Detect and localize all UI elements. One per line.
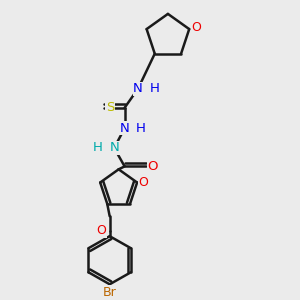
Text: O: O (139, 176, 148, 189)
Text: O: O (192, 21, 202, 34)
Text: H: H (136, 122, 146, 135)
Text: N: N (109, 141, 119, 154)
Text: H: H (149, 82, 159, 95)
Text: O: O (96, 224, 106, 237)
Text: O: O (147, 160, 158, 173)
Text: N: N (133, 82, 143, 95)
Text: H: H (93, 141, 103, 154)
Text: N: N (120, 122, 130, 135)
Text: Br: Br (103, 286, 117, 299)
Text: S: S (106, 101, 115, 114)
